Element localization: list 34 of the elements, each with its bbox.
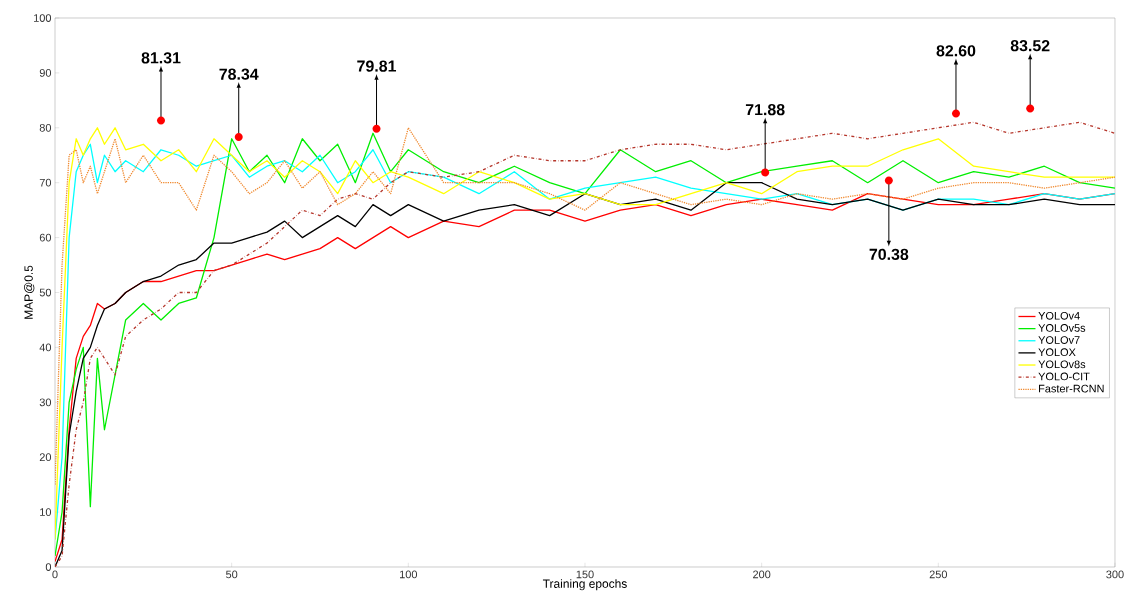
x-tick-label: 200 [753,570,771,579]
legend-label: YOLOv7 [1038,336,1080,344]
annotation: 79.81 [357,60,397,72]
legend-label: YOLOv4 [1038,311,1080,320]
annotation: 78.34 [219,68,259,80]
y-tick-label: 100 [34,14,52,22]
x-tick-label: 100 [400,570,418,579]
y-tick-label: 80 [39,123,52,132]
legend-label: YOLOX [1038,348,1076,357]
x-tick-label: 50 [226,570,238,579]
annotation: 70.38 [869,248,909,260]
x-tick-label: 250 [929,570,948,579]
y-tick-label: 60 [39,233,52,242]
y-tick-label: 30 [39,398,52,407]
y-tick-label: 40 [39,343,52,352]
y-axis-title: MAP@0.5 [24,265,35,319]
legend-label: YOLOv5s [1038,324,1086,332]
y-tick-label: 90 [39,69,52,77]
annotation: 83.52 [1010,40,1050,52]
y-tick-label: 70 [39,178,52,187]
x-tick-label: 0 [52,570,58,579]
y-tick-label: 20 [39,453,52,462]
annotation: 71.88 [745,104,785,116]
legend-label: Faster-RCNN [1039,384,1104,393]
x-tick-label: 300 [1106,570,1124,579]
x-tick-label: 150 [576,570,594,579]
y-tick-label: 0 [45,563,52,571]
legend-label: YOLOv8s [1038,360,1086,369]
x-axis-title: Training epochs [542,579,627,591]
legend-label: YOLO-CIT [1038,372,1090,381]
y-tick-label: 10 [40,508,52,516]
annotation: 82.60 [936,45,976,57]
annotation: 81.31 [141,52,181,64]
y-tick-label: 50 [39,288,52,297]
